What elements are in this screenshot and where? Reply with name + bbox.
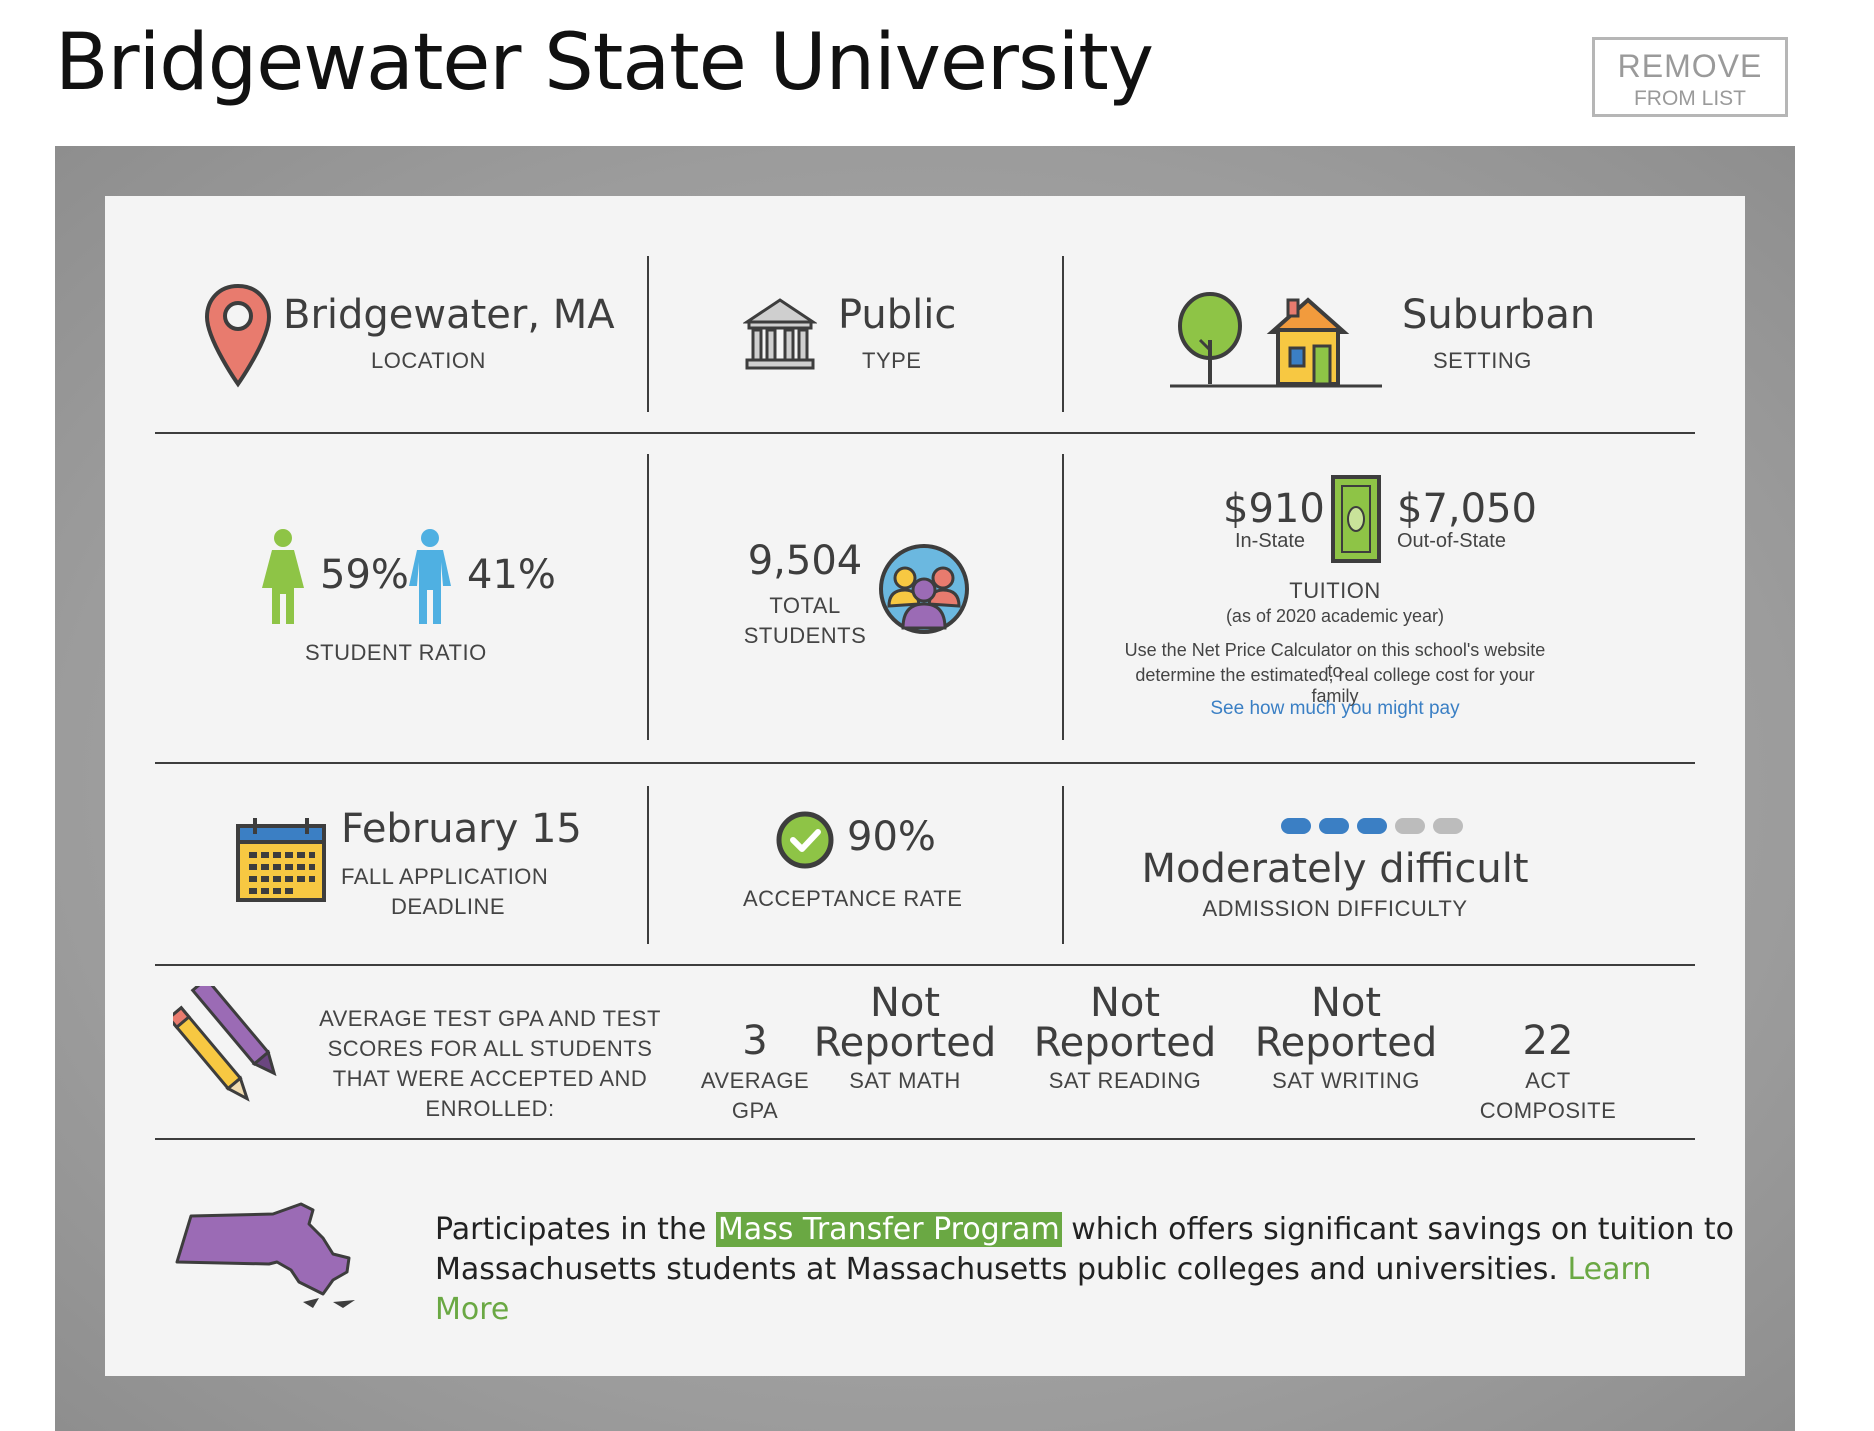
deadline-label-2: DEADLINE xyxy=(390,894,506,919)
students-value: 9,504 xyxy=(747,538,863,584)
type-value: Public xyxy=(838,292,957,338)
info-frame: Bridgewater, MA LOCATION Public TYPE xyxy=(55,146,1795,1431)
out-state-label: Out-of-State xyxy=(1397,530,1506,552)
vdivider-r3b xyxy=(1062,786,1064,944)
gpa-value: 3 xyxy=(742,1018,768,1064)
difficulty-segment xyxy=(1281,818,1311,834)
info-panel: Bridgewater, MA LOCATION Public TYPE xyxy=(105,196,1745,1376)
divider-row1 xyxy=(155,432,1695,434)
divider-row4 xyxy=(155,1138,1695,1140)
tuition-label: TUITION xyxy=(1289,578,1381,603)
gpa-label-1: AVERAGE xyxy=(700,1068,810,1093)
act-value: 22 xyxy=(1522,1018,1574,1064)
deadline-value: February 15 xyxy=(341,806,582,852)
remove-button-line1: REMOVE xyxy=(1617,48,1763,84)
remove-from-list-button[interactable]: REMOVE FROM LIST xyxy=(1592,37,1788,117)
program-text: Participates in the Mass Transfer Progra… xyxy=(435,1210,1735,1330)
scores-intro-line1: AVERAGE TEST GPA AND TEST xyxy=(319,1006,661,1031)
check-circle-icon xyxy=(775,810,835,870)
sat-reading-value-1: Not xyxy=(1089,980,1161,1026)
scores-intro: AVERAGE TEST GPA AND TEST SCORES FOR ALL… xyxy=(315,1004,665,1124)
male-icon xyxy=(405,528,455,626)
difficulty-segment xyxy=(1395,818,1425,834)
setting-value: Suburban xyxy=(1402,292,1596,338)
tree-house-icon xyxy=(1168,288,1384,390)
students-group-icon xyxy=(877,542,971,636)
pencils-icon xyxy=(173,986,285,1106)
difficulty-label: ADMISSION DIFFICULTY xyxy=(1202,896,1468,921)
female-percent: 59% xyxy=(320,552,409,598)
divider-row2 xyxy=(155,762,1695,764)
divider-row3 xyxy=(155,964,1695,966)
program-after: which offers significant savings on tuit… xyxy=(1061,1212,1735,1247)
male-percent: 41% xyxy=(467,552,556,598)
program-line2: Massachusetts students at Massachusetts … xyxy=(435,1252,1568,1287)
difficulty-segment xyxy=(1433,818,1463,834)
vdivider-r1a xyxy=(647,256,649,412)
students-label-1: TOTAL xyxy=(769,593,841,618)
sat-math-label: SAT MATH xyxy=(849,1068,961,1093)
program-before: Participates in the xyxy=(435,1212,716,1247)
acceptance-value: 90% xyxy=(847,814,936,860)
page-title: Bridgewater State University xyxy=(55,18,1154,108)
tuition-note-line2: determine the estimated, real college co… xyxy=(1135,665,1535,706)
sat-math-value-1: Not xyxy=(869,980,941,1026)
sat-writing-label: SAT WRITING xyxy=(1272,1068,1420,1093)
calendar-icon xyxy=(235,816,327,904)
learn-more-link[interactable]: Learn More xyxy=(435,1252,1652,1327)
difficulty-segment xyxy=(1319,818,1349,834)
sat-math-value-2: Reported xyxy=(813,1020,997,1066)
money-icon xyxy=(1330,474,1382,564)
student-ratio-label: STUDENT RATIO xyxy=(305,640,487,665)
tuition-note-line1: Use the Net Price Calculator on this sch… xyxy=(1124,640,1546,681)
female-icon xyxy=(258,528,308,626)
vdivider-r3a xyxy=(647,786,649,944)
in-state-label: In-State xyxy=(1235,530,1306,552)
building-icon xyxy=(743,296,817,372)
map-pin-icon xyxy=(203,282,273,388)
students-label-2: STUDENTS xyxy=(743,623,867,648)
vdivider-r2a xyxy=(647,454,649,740)
scores-intro-line2: SCORES FOR ALL STUDENTS xyxy=(327,1036,653,1061)
type-label: TYPE xyxy=(862,348,922,373)
net-price-link[interactable]: See how much you might pay xyxy=(1210,698,1460,719)
location-value: Bridgewater, MA xyxy=(283,292,615,338)
in-state-tuition-value: $910 xyxy=(1223,486,1325,532)
out-state-tuition-value: $7,050 xyxy=(1397,486,1537,532)
act-label-1: ACT xyxy=(1525,1068,1571,1093)
setting-label: SETTING xyxy=(1433,348,1532,373)
mass-transfer-program-link[interactable]: Mass Transfer Program xyxy=(715,1212,1062,1247)
scores-intro-line4: ENROLLED: xyxy=(425,1096,555,1121)
vdivider-r1b xyxy=(1062,256,1064,412)
difficulty-value: Moderately difficult xyxy=(1141,846,1529,892)
difficulty-bar xyxy=(1281,818,1471,834)
sat-writing-value-1: Not xyxy=(1310,980,1382,1026)
difficulty-segment xyxy=(1357,818,1387,834)
act-label-2: COMPOSITE xyxy=(1479,1098,1617,1123)
location-label: LOCATION xyxy=(371,348,486,373)
sat-reading-value-2: Reported xyxy=(1033,1020,1217,1066)
scores-intro-line3: THAT WERE ACCEPTED AND xyxy=(332,1066,648,1091)
vdivider-r2b xyxy=(1062,454,1064,740)
sat-reading-label: SAT READING xyxy=(1048,1068,1202,1093)
gpa-label-2: GPA xyxy=(731,1098,779,1123)
massachusetts-map-icon xyxy=(173,1198,373,1318)
acceptance-label: ACCEPTANCE RATE xyxy=(743,886,963,911)
sat-writing-value-2: Reported xyxy=(1254,1020,1438,1066)
tuition-as-of: (as of 2020 academic year) xyxy=(1225,606,1445,626)
remove-button-line2: FROM LIST xyxy=(1633,87,1746,110)
deadline-label-1: FALL APPLICATION xyxy=(341,864,549,889)
